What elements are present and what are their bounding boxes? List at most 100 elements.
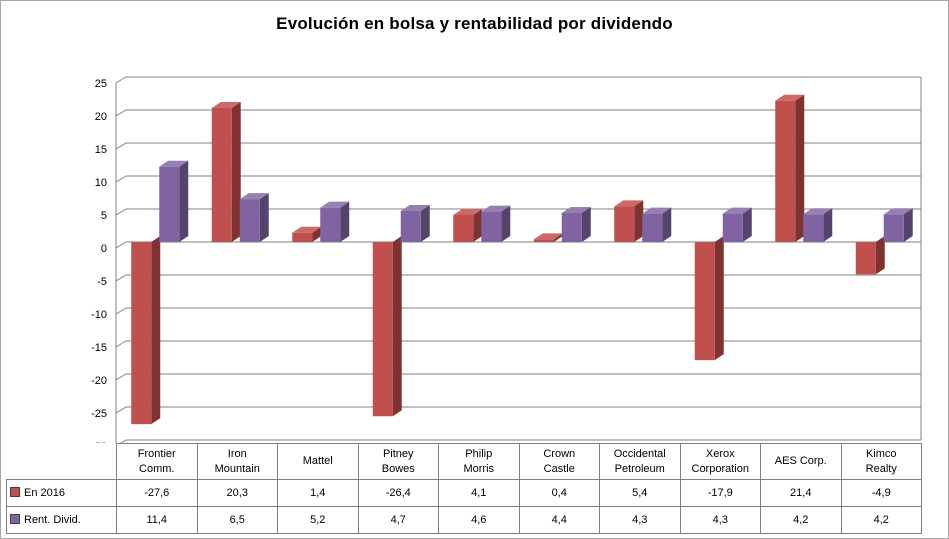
bar: [481, 211, 502, 242]
bar-top-face: [533, 233, 563, 240]
y-tick-label: -25: [91, 408, 107, 420]
y-tick-label: -30: [91, 441, 107, 443]
bar-side-face: [231, 102, 241, 242]
value-cell: -4,9: [840, 479, 922, 507]
bar-side-face: [179, 160, 189, 242]
category-cell: Kimco Realty: [840, 443, 922, 480]
bar-side-face: [553, 233, 563, 242]
bar-side-face: [473, 208, 483, 242]
bar-top-face: [481, 205, 511, 212]
bar: [642, 213, 663, 242]
category-cell: Philip Morris: [438, 443, 520, 480]
y-tick-label: 0: [101, 243, 107, 255]
bar: [159, 166, 180, 242]
bar-top-face: [400, 204, 430, 211]
bar-top-face: [883, 208, 913, 215]
bar: [722, 213, 743, 242]
y-tick-label: 20: [95, 111, 107, 123]
bar: [211, 108, 232, 242]
bar: [694, 242, 715, 361]
category-cell: Frontier Comm.: [116, 443, 198, 480]
category-cell: Pitney Bowes: [357, 443, 439, 480]
category-cell: Occidental Petroleum: [599, 443, 681, 480]
y-tick-label: -5: [97, 276, 107, 288]
chart-title: Evolución en bolsa y rentabilidad por di…: [276, 14, 673, 33]
bars-series-1: [159, 160, 913, 242]
bar: [131, 242, 152, 425]
category-cell: Crown Castle: [518, 443, 600, 480]
bar-top-face: [453, 208, 483, 215]
value-cell: 6,5: [196, 506, 278, 534]
legend-label: En 2016: [24, 487, 65, 499]
bar-top-face: [320, 201, 350, 208]
bar-top-face: [803, 208, 833, 215]
bar: [320, 207, 341, 242]
bar-side-face: [742, 207, 752, 242]
y-tick-label: 15: [95, 144, 107, 156]
value-cell: 1,4: [277, 479, 359, 507]
bar-top-face: [642, 207, 672, 214]
value-cell: 5,2: [277, 506, 359, 534]
legend-label: Rent. Divid.: [24, 514, 81, 526]
bar: [372, 242, 393, 417]
bar-side-face: [151, 236, 161, 425]
bar-side-face: [634, 200, 644, 242]
bar: [561, 212, 582, 242]
category-cell: Iron Mountain: [196, 443, 278, 480]
bar-side-face: [259, 193, 269, 242]
value-cell: 4,6: [438, 506, 520, 534]
bar-chart-plot: 25 20 15 10 5 0 -5 -10 -15 -20 -25 -30: [91, 76, 922, 443]
value-cell: 5,4: [599, 479, 681, 507]
bar-top-face: [614, 200, 644, 207]
bar-side-face: [795, 94, 805, 242]
value-cell: 0,4: [518, 479, 600, 507]
value-cell: 11,4: [116, 506, 198, 534]
bar-top-face: [775, 94, 805, 101]
value-cell: 20,3: [196, 479, 278, 507]
value-cell: 4,4: [518, 506, 600, 534]
bar-side-face: [581, 206, 591, 242]
bar-side-face: [875, 236, 885, 275]
bar-top-face: [561, 206, 591, 213]
bar-side-face: [823, 208, 833, 242]
bar: [292, 232, 313, 242]
bar-side-face: [420, 204, 430, 242]
bar: [775, 100, 796, 242]
bar-top-face: [292, 226, 322, 233]
bar: [803, 214, 824, 242]
value-cell: 4,3: [599, 506, 681, 534]
bar: [453, 214, 474, 242]
bar-side-face: [662, 207, 672, 242]
value-cell: 21,4: [760, 479, 842, 507]
category-cell: Xerox Corporation: [679, 443, 761, 480]
legend-swatch: [10, 514, 20, 524]
bar: [533, 239, 554, 242]
bar: [400, 210, 421, 242]
table-corner-cell: [6, 443, 117, 480]
bar-side-face: [340, 201, 350, 242]
category-cell: AES Corp.: [760, 443, 842, 480]
value-cell: -26,4: [357, 479, 439, 507]
y-tick-label: -20: [91, 375, 107, 387]
legend-cell: En 2016: [6, 479, 117, 507]
y-tick-label: 25: [95, 78, 107, 90]
legend-cell: Rent. Divid.: [6, 506, 117, 534]
bar-side-face: [714, 236, 724, 361]
bar-side-face: [501, 205, 511, 242]
value-cell: 4,7: [357, 506, 439, 534]
bars-series-0: [131, 94, 885, 425]
bar-side-face: [392, 236, 402, 417]
bar-top-face: [211, 102, 241, 109]
bar-top-face: [239, 193, 269, 200]
bar: [855, 242, 876, 275]
bar: [883, 214, 904, 242]
value-cell: 4,3: [679, 506, 761, 534]
category-cell: Mattel: [277, 443, 359, 480]
value-cell: 4,1: [438, 479, 520, 507]
bar-side-face: [903, 208, 913, 242]
bar-top-face: [159, 160, 189, 167]
value-cell: 4,2: [760, 506, 842, 534]
data-table: Frontier Comm. Iron Mountain Mattel Pitney …: [6, 443, 922, 534]
bar: [614, 206, 635, 242]
